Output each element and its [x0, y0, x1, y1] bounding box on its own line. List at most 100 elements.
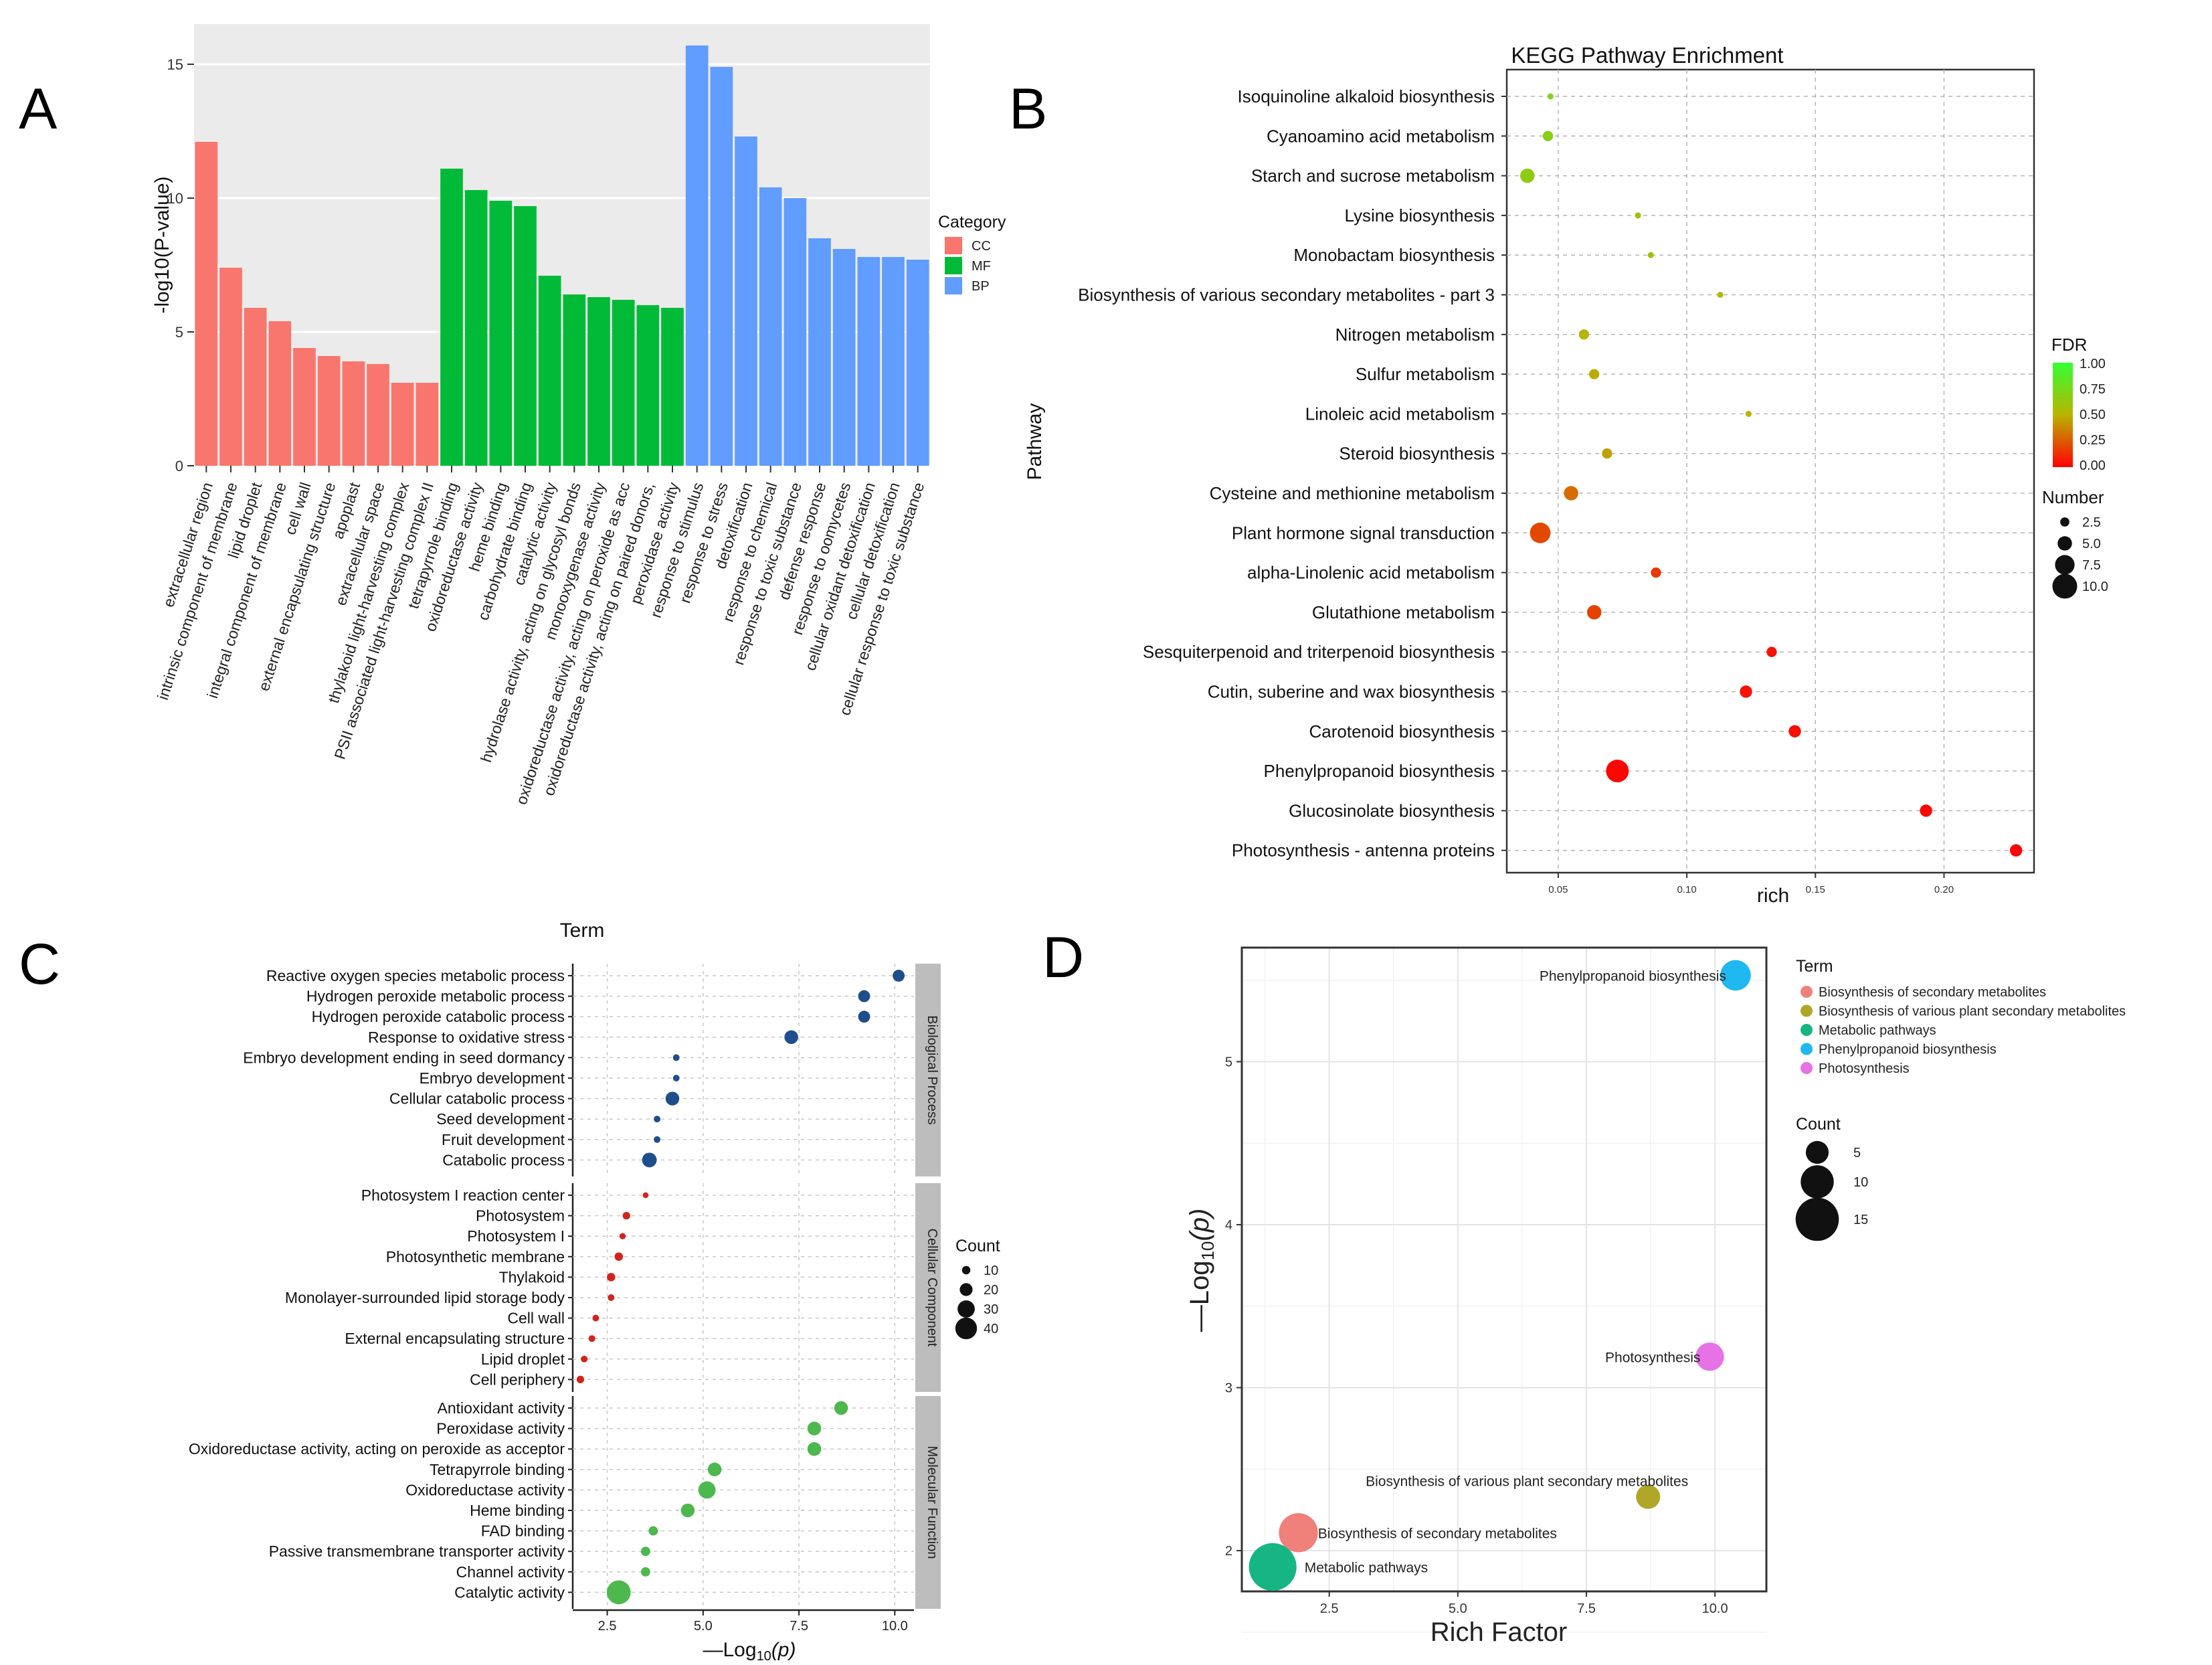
- data-point: [642, 1192, 649, 1199]
- data-point: [648, 1526, 658, 1536]
- legend-swatch: [945, 237, 962, 254]
- data-point: [581, 1355, 588, 1363]
- data-point: [608, 1294, 615, 1301]
- bar: [244, 308, 267, 466]
- data-point: [1651, 567, 1661, 578]
- y-axis-title: -log10(P-value): [151, 176, 173, 313]
- y-tick-label: 5: [175, 324, 183, 341]
- x-axis-title: Rich Factor: [1431, 1617, 1568, 1647]
- count-legend-label: 15: [1853, 1213, 1868, 1227]
- data-point: [1788, 725, 1801, 738]
- y-tick-label: Photosynthesis - antenna proteins: [1232, 841, 1495, 861]
- x-tick-label: 0.15: [1806, 884, 1825, 895]
- y-tick-label: Antioxidant activity: [438, 1399, 565, 1417]
- y-tick-label: Carotenoid biosynthesis: [1309, 721, 1495, 741]
- count-legend-dot: [957, 1300, 975, 1318]
- data-point: [607, 1273, 616, 1282]
- rich-factor-chart: 2.5 5.0 7.5 10.0 2 3 4 5 Phenylpropanoid biosynt…: [1185, 946, 2126, 1647]
- bar: [661, 308, 684, 466]
- term-legend-swatch: [1801, 1004, 1813, 1017]
- y-tick-label: Catalytic activity: [454, 1583, 565, 1601]
- x-axis-title: rich: [1757, 885, 1789, 907]
- data-point: [614, 1252, 624, 1261]
- term-legend-label: Metabolic pathways: [1819, 1023, 1936, 1038]
- bar: [195, 142, 218, 466]
- y-tick-label: Catabolic process: [442, 1151, 565, 1168]
- y-tick-label: Phenylpropanoid biosynthesis: [1264, 761, 1495, 781]
- data-point: [654, 1116, 661, 1123]
- data-point: [576, 1375, 585, 1384]
- y-tick-label: Reactive oxygen species metabolic proces…: [266, 967, 565, 984]
- data-point: [1520, 168, 1535, 183]
- y-tick-label: Monolayer-surrounded lipid storage body: [285, 1289, 565, 1306]
- x-tick-label: 10.0: [882, 1619, 908, 1634]
- point-label: Metabolic pathways: [1305, 1560, 1428, 1575]
- y-tick-label: Response to oxidative stress: [368, 1029, 565, 1046]
- y-tick-label: Photosystem I reaction center: [361, 1187, 565, 1204]
- y-tick-label: Lipid droplet: [481, 1350, 565, 1368]
- bar: [857, 257, 881, 466]
- number-legend-label: 2.5: [2082, 515, 2101, 530]
- fdr-legend-label: 0.50: [2080, 408, 2106, 422]
- facet-biological-process: Biological Process Reactive oxygen specie…: [243, 964, 941, 1176]
- y-tick-label: Embryo development: [420, 1069, 565, 1087]
- x-axis-title-main: —Log: [703, 1639, 757, 1661]
- bar: [832, 249, 856, 466]
- y-tick-label: 4: [1225, 1218, 1232, 1233]
- y-tick-label: Lysine biosynthesis: [1345, 205, 1495, 226]
- bar: [293, 348, 316, 466]
- plot-frame: [1240, 946, 1768, 1593]
- bar: [612, 300, 635, 466]
- y-tick-label: Starch and sucrose metabolism: [1251, 166, 1495, 186]
- point-label: Phenylpropanoid biosynthesis: [1540, 968, 1726, 984]
- data-point: [619, 1233, 626, 1239]
- bar: [636, 305, 660, 466]
- bar: [367, 364, 389, 466]
- data-point: [1635, 212, 1641, 219]
- y-axis-title: —Log10(p): [1185, 1209, 1218, 1332]
- bar: [759, 187, 782, 466]
- data-point: [1530, 522, 1551, 543]
- y-axis-title-sub: 10: [1198, 1241, 1218, 1261]
- y-tick-label: FAD binding: [481, 1522, 565, 1540]
- y-tick-label: Sulfur metabolism: [1356, 364, 1495, 384]
- number-legend-dot: [2055, 555, 2075, 575]
- number-legend-label: 7.5: [2082, 558, 2101, 573]
- x-tick-label: 5.0: [1449, 1601, 1467, 1616]
- count-legend-label: 10: [1853, 1175, 1868, 1190]
- bar: [391, 383, 414, 466]
- data-point: [1920, 804, 1932, 817]
- bar: [489, 201, 513, 466]
- data-point: [858, 1011, 870, 1023]
- x-axis-title-sub: 10: [757, 1649, 771, 1664]
- number-legend-dot: [2052, 574, 2078, 599]
- chart-title: KEGG Pathway Enrichment: [1511, 43, 1783, 68]
- y-tick-label: Peroxidase activity: [436, 1420, 565, 1437]
- facet-strip: [915, 964, 941, 1176]
- data-point: [606, 1580, 631, 1605]
- y-tick-label: Channel activity: [456, 1563, 565, 1581]
- x-axis-title: —Log10(p): [703, 1639, 796, 1664]
- y-axis-title: Pathway: [1024, 403, 1046, 480]
- bar: [784, 198, 807, 466]
- data-point: [1647, 252, 1654, 258]
- term-legend-title: Term: [1796, 957, 1833, 976]
- bar: [735, 137, 757, 466]
- legend-label: BP: [972, 279, 990, 294]
- data-point: [642, 1152, 657, 1168]
- x-tick-label: 0.05: [1548, 884, 1568, 895]
- data-point: [1606, 760, 1629, 783]
- y-tick-label: 3: [1225, 1381, 1232, 1396]
- data-point: [1740, 685, 1752, 698]
- y-tick-label: Photosynthetic membrane: [386, 1248, 565, 1265]
- facet-molecular-function: Molecular Function Antioxidant activity Pe…: [189, 1396, 941, 1609]
- plot-background: [1242, 948, 1766, 1591]
- bar: [416, 383, 439, 466]
- term-legend-swatch: [1801, 1043, 1813, 1055]
- count-legend-label: 30: [984, 1302, 998, 1317]
- term-legend-label: Biosynthesis of secondary metabolites: [1819, 985, 2046, 1000]
- plot-frame: [1505, 68, 2035, 874]
- count-legend-label: 20: [984, 1283, 998, 1298]
- point-label: Biosynthesis of secondary metabolites: [1318, 1526, 1557, 1541]
